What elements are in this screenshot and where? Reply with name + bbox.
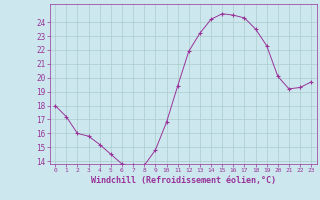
- X-axis label: Windchill (Refroidissement éolien,°C): Windchill (Refroidissement éolien,°C): [91, 176, 276, 185]
